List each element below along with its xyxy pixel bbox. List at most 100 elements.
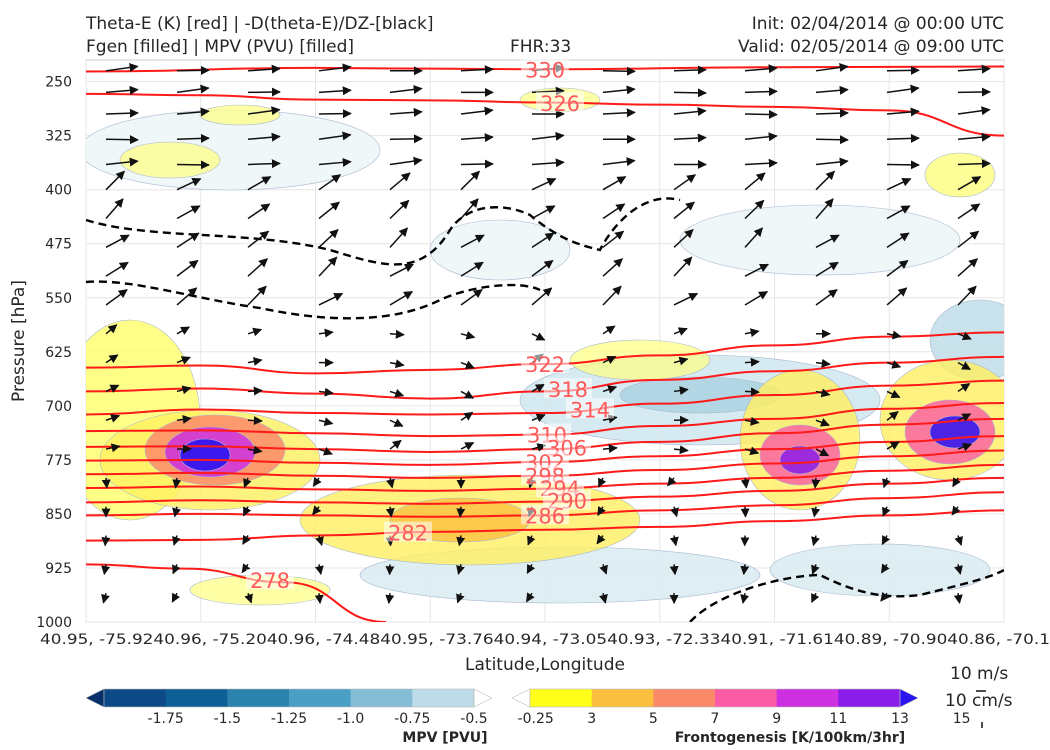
wind-vector	[744, 172, 766, 191]
wind-vector	[526, 563, 536, 574]
colorbar-segment	[715, 689, 778, 707]
wind-vector	[811, 506, 821, 518]
wind-vector	[247, 87, 281, 97]
wind-vectors	[101, 63, 991, 605]
colorbar-segment	[289, 689, 352, 707]
wind-vector	[460, 289, 483, 306]
wind-vector	[171, 592, 181, 603]
wind-vector	[531, 232, 555, 248]
wind-vector	[602, 355, 617, 365]
wind-vector	[815, 447, 830, 457]
wind-vector	[172, 535, 181, 546]
wind-vector	[531, 259, 554, 277]
colorbar-tick-label: -1.5	[214, 711, 241, 727]
wind-vector	[744, 132, 778, 142]
wind-vector	[596, 534, 606, 545]
colorbar-tick-label: 11	[829, 711, 847, 727]
wind-vector	[957, 106, 991, 116]
wind-vector	[525, 592, 535, 603]
wind-vector	[389, 263, 414, 277]
wind-vector	[247, 106, 281, 116]
wind-vector	[815, 63, 849, 72]
wind-vector	[886, 107, 920, 117]
colorbar-segment	[591, 689, 654, 707]
wind-vector	[312, 476, 322, 487]
colorbar-tick-label: 3	[587, 711, 596, 727]
wind-vector	[385, 506, 395, 518]
wind-vector	[456, 564, 465, 575]
y-tick-label: 250	[45, 75, 72, 91]
wind-vector	[460, 133, 494, 143]
wind-vector	[318, 157, 352, 167]
wind-vector	[886, 84, 920, 94]
wind-vector	[597, 477, 607, 488]
wind-vector	[744, 263, 769, 277]
wind-vector	[951, 505, 961, 516]
wind-vector	[244, 592, 253, 604]
wind-vector	[460, 170, 481, 191]
wind-vector	[314, 593, 324, 605]
wind-vector	[312, 505, 322, 516]
wind-vector	[105, 443, 121, 453]
colorbar-segment	[776, 689, 839, 707]
x-axis-tick-labels: 40.95, -75.9240.96, -75.2040.96, -74.484…	[40, 632, 1050, 648]
y-tick-label: 325	[45, 129, 72, 145]
wind-vector	[886, 330, 902, 340]
y-tick-label: 850	[45, 507, 72, 523]
wind-vector	[744, 199, 765, 220]
wind-vector	[740, 593, 750, 604]
theta-e-label-282: 282	[388, 522, 428, 546]
wind-vector	[886, 360, 902, 369]
wind-vector	[811, 535, 820, 547]
wind-vector	[811, 477, 821, 489]
wind-vector	[531, 332, 546, 341]
wind-vector	[673, 228, 694, 248]
wind-vector	[176, 205, 201, 220]
wind-vector	[172, 564, 181, 575]
wind-vector	[105, 108, 139, 118]
wind-vector	[531, 131, 565, 141]
wind-vector	[456, 592, 465, 604]
wind-vector	[886, 389, 901, 399]
wind-key-arrows	[976, 690, 986, 728]
filled-contour-region	[769, 543, 991, 597]
wind-vector	[602, 414, 618, 424]
wind-vector	[105, 354, 119, 364]
y-tick-label: 550	[45, 291, 72, 307]
frontogenesis-colorbar: 3 5 7 9 11 13 15	[511, 688, 971, 727]
wind-vector	[389, 134, 423, 144]
theta-e-label-bg	[521, 58, 569, 79]
wind-vector	[602, 258, 623, 277]
wind-vector	[460, 360, 475, 369]
wind-vector	[811, 564, 820, 575]
wind-vector	[669, 564, 679, 576]
wind-vector	[815, 358, 831, 368]
wind-vector	[886, 160, 920, 170]
wind-vector	[460, 159, 494, 169]
wind-vector	[954, 564, 963, 575]
wind-vector	[957, 176, 982, 191]
wind-vector	[957, 331, 972, 341]
wind-vector	[389, 439, 402, 450]
wind-vector	[460, 330, 476, 340]
wind-vector	[176, 84, 210, 94]
wind-vector	[673, 292, 699, 306]
colorbar-extend-left	[511, 688, 531, 708]
wind-vector	[673, 256, 693, 277]
wind-vector	[673, 201, 695, 220]
wind-vector	[602, 230, 625, 248]
init-time: Init: 02/04/2014 @ 00:00 UTC	[751, 14, 1004, 34]
wind-vector	[318, 201, 340, 220]
colorbar-extend-left	[85, 688, 105, 708]
colorbar-tick-label: 5	[649, 711, 658, 727]
theta-e-contour-278	[86, 563, 387, 622]
dthetae-dz-contour	[689, 568, 1004, 622]
wind-vector	[247, 159, 281, 169]
wind-key-horizontal: 10 m/s	[950, 664, 1009, 684]
wind-vector	[744, 446, 760, 456]
wind-vector	[247, 64, 281, 74]
dthetae-dz-dashed-contours	[86, 197, 1004, 622]
wind-vector	[318, 86, 352, 96]
wind-vector	[460, 65, 494, 75]
frontogenesis-colorbar-title: Frontogenesis [K/100km/3hr]	[675, 730, 905, 746]
